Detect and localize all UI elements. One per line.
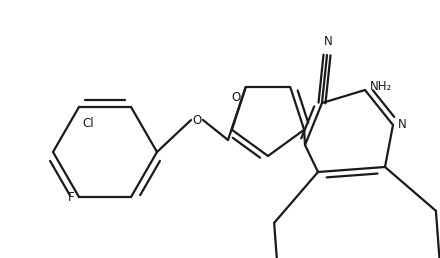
Text: O: O [192, 114, 202, 126]
Text: NH₂: NH₂ [370, 80, 392, 93]
Text: N: N [324, 35, 332, 48]
Text: N: N [398, 118, 407, 132]
Text: F: F [67, 191, 74, 204]
Text: Cl: Cl [82, 117, 94, 130]
Text: O: O [231, 91, 241, 104]
